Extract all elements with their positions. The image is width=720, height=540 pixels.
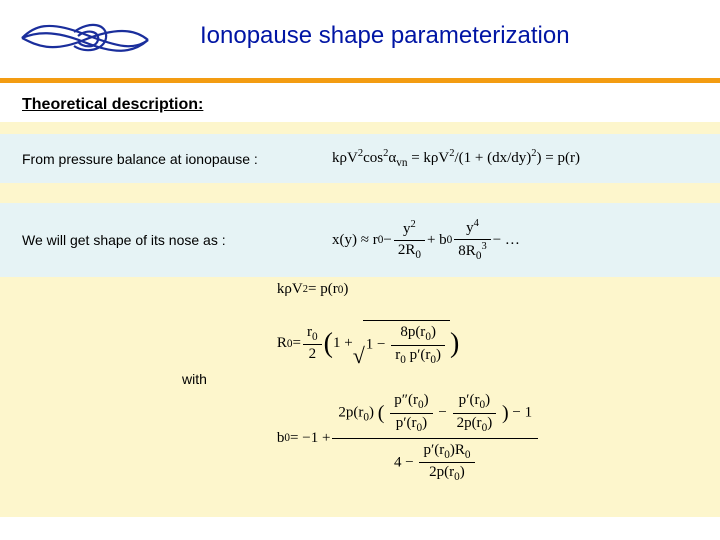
section-heading: Theoretical description:: [0, 88, 225, 122]
with-label: with: [182, 371, 207, 387]
spacer: [0, 122, 720, 134]
divider-bar: [0, 78, 720, 83]
equation-4: R0 = r02 (1 + √ 1 − 8p(r0)r0 p′(r0) ): [277, 320, 540, 367]
row1-label: From pressure balance at ionopause :: [22, 151, 332, 167]
equation-1: kρV2cos2αvn = kρV2/(1 + (dx/dy)2) = p(r): [332, 148, 698, 169]
equation-stack: kρV2 = p(r0) R0 = r02 (1 + √ 1 − 8p(r0)r…: [277, 281, 540, 487]
with-block: with kρV2 = p(r0) R0 = r02 (1 + √ 1 − 8p…: [0, 277, 720, 517]
page-title: Ionopause shape parameterization: [200, 22, 570, 50]
logo: [14, 10, 154, 68]
spacer: [0, 183, 720, 203]
row-pressure-balance: From pressure balance at ionopause : kρV…: [0, 134, 720, 183]
row2-label: We will get shape of its nose as :: [22, 232, 332, 248]
equation-3: kρV2 = p(r0): [277, 281, 540, 298]
row-shape-nose: We will get shape of its nose as : x(y) …: [0, 203, 720, 277]
equation-2: x(y) ≈ r0 − y22R0 + b0 y48R03 − …: [332, 217, 698, 263]
equation-5: b0 = −1 + 2p(r0) ( p″(r0)p′(r0) − p′(r0)…: [277, 389, 540, 487]
